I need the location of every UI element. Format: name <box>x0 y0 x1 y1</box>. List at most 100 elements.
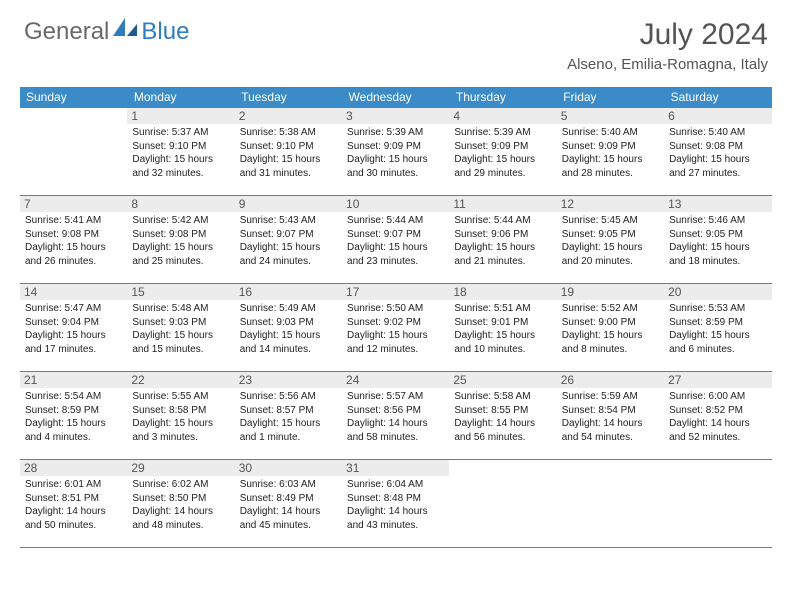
day-details: Sunrise: 5:40 AMSunset: 9:08 PMDaylight:… <box>669 126 766 180</box>
day-number: 9 <box>235 196 342 212</box>
logo-text-blue: Blue <box>141 18 189 46</box>
day-details: Sunrise: 5:59 AMSunset: 8:54 PMDaylight:… <box>562 390 659 444</box>
day-header: Thursday <box>449 87 556 108</box>
calendar-cell: 24Sunrise: 5:57 AMSunset: 8:56 PMDayligh… <box>342 372 449 460</box>
day-details: Sunrise: 5:58 AMSunset: 8:55 PMDaylight:… <box>454 390 551 444</box>
calendar-cell <box>20 108 127 196</box>
day-details: Sunrise: 5:43 AMSunset: 9:07 PMDaylight:… <box>240 214 337 268</box>
calendar-cell: 25 Sunrise: 5:58 AMSunset: 8:55 PMDayligh… <box>449 372 556 460</box>
calendar-cell: 6Sunrise: 5:40 AMSunset: 9:08 PMDaylight… <box>664 108 771 196</box>
calendar-cell: 3 Sunrise: 5:39 AMSunset: 9:09 PMDaylight… <box>342 108 449 196</box>
day-details: Sunrise: 5:56 AMSunset: 8:57 PMDaylight:… <box>240 390 337 444</box>
day-number: 21 <box>20 372 127 388</box>
day-details: Sunrise: 5:38 AMSunset: 9:10 PMDaylight:… <box>240 126 337 180</box>
calendar-cell: 14 Sunrise: 5:47 AMSunset: 9:04 PMDayligh… <box>20 284 127 372</box>
calendar-cell: 5Sunrise: 5:40 AMSunset: 9:09 PMDaylight… <box>557 108 664 196</box>
day-header: Wednesday <box>342 87 449 108</box>
day-header: Saturday <box>664 87 771 108</box>
calendar-cell: 22 Sunrise: 5:55 AMSunset: 8:58 PMDayligh… <box>127 372 234 460</box>
calendar-cell: 12 Sunrise: 5:45 AMSunset: 9:05 PMDayligh… <box>557 196 664 284</box>
day-number: 7 <box>20 196 127 212</box>
header: General Blue July 2024 Alseno, Emilia-Ro… <box>0 0 792 79</box>
day-details: Sunrise: 5:55 AMSunset: 8:58 PMDaylight:… <box>132 390 229 444</box>
day-details: Sunrise: 5:40 AMSunset: 9:09 PMDaylight:… <box>562 126 659 180</box>
calendar-table: SundayMondayTuesdayWednesdayThursdayFrid… <box>20 87 772 548</box>
calendar-cell: 21 Sunrise: 5:54 AMSunset: 8:59 PMDayligh… <box>20 372 127 460</box>
day-number: 10 <box>342 196 449 212</box>
day-number: 24 <box>342 372 449 388</box>
day-number: 22 <box>127 372 234 388</box>
calendar-cell: 30 Sunrise: 6:03 AMSunset: 8:49 PMDayligh… <box>235 460 342 548</box>
day-number: 25 <box>449 372 556 388</box>
calendar-cell: 7 Sunrise: 5:41 AMSunset: 9:08 PMDaylight… <box>20 196 127 284</box>
day-details: Sunrise: 6:01 AMSunset: 8:51 PMDaylight:… <box>25 478 122 532</box>
day-details: Sunrise: 6:00 AMSunset: 8:52 PMDaylight:… <box>669 390 766 444</box>
calendar-cell: 28 Sunrise: 6:01 AMSunset: 8:51 PMDayligh… <box>20 460 127 548</box>
logo: General Blue <box>24 18 189 46</box>
day-details: Sunrise: 5:49 AMSunset: 9:03 PMDaylight:… <box>240 302 337 356</box>
calendar-header-row: SundayMondayTuesdayWednesdayThursdayFrid… <box>20 87 772 108</box>
day-details: Sunrise: 5:44 AMSunset: 9:07 PMDaylight:… <box>347 214 444 268</box>
day-number: 28 <box>20 460 127 476</box>
location: Alseno, Emilia-Romagna, Italy <box>567 56 768 73</box>
calendar-week-row: 28 Sunrise: 6:01 AMSunset: 8:51 PMDayligh… <box>20 460 772 548</box>
day-number: 15 <box>127 284 234 300</box>
calendar-cell: 19 Sunrise: 5:52 AMSunset: 9:00 PMDayligh… <box>557 284 664 372</box>
day-number: 8 <box>127 196 234 212</box>
day-details: Sunrise: 6:02 AMSunset: 8:50 PMDaylight:… <box>132 478 229 532</box>
calendar-cell: 16Sunrise: 5:49 AMSunset: 9:03 PMDayligh… <box>235 284 342 372</box>
day-number: 31 <box>342 460 449 476</box>
day-header: Monday <box>127 87 234 108</box>
calendar-cell: 2 Sunrise: 5:38 AMSunset: 9:10 PMDaylight… <box>235 108 342 196</box>
day-details: Sunrise: 5:47 AMSunset: 9:04 PMDaylight:… <box>25 302 122 356</box>
day-number: 23 <box>235 372 342 388</box>
day-number: 30 <box>235 460 342 476</box>
day-number: 18 <box>449 284 556 300</box>
logo-text-general: General <box>24 18 109 46</box>
day-number: 29 <box>127 460 234 476</box>
day-header: Tuesday <box>235 87 342 108</box>
day-number: 3 <box>342 108 449 124</box>
logo-sail-icon <box>113 18 139 41</box>
calendar-cell: 27 Sunrise: 6:00 AMSunset: 8:52 PMDayligh… <box>664 372 771 460</box>
day-number: 13 <box>664 196 771 212</box>
day-details: Sunrise: 5:52 AMSunset: 9:00 PMDaylight:… <box>562 302 659 356</box>
day-header: Friday <box>557 87 664 108</box>
calendar-week-row: 7 Sunrise: 5:41 AMSunset: 9:08 PMDaylight… <box>20 196 772 284</box>
day-details: Sunrise: 6:04 AMSunset: 8:48 PMDaylight:… <box>347 478 444 532</box>
day-details: Sunrise: 5:39 AMSunset: 9:09 PMDaylight:… <box>347 126 444 180</box>
day-number: 14 <box>20 284 127 300</box>
calendar-cell: 23 Sunrise: 5:56 AMSunset: 8:57 PMDayligh… <box>235 372 342 460</box>
calendar-cell: 11Sunrise: 5:44 AMSunset: 9:06 PMDayligh… <box>449 196 556 284</box>
calendar-cell: 1Sunrise: 5:37 AMSunset: 9:10 PMDaylight… <box>127 108 234 196</box>
day-number: 19 <box>557 284 664 300</box>
day-details: Sunrise: 5:45 AMSunset: 9:05 PMDaylight:… <box>562 214 659 268</box>
day-number: 2 <box>235 108 342 124</box>
calendar-cell: 26Sunrise: 5:59 AMSunset: 8:54 PMDayligh… <box>557 372 664 460</box>
day-number: 17 <box>342 284 449 300</box>
calendar-cell: 10 Sunrise: 5:44 AMSunset: 9:07 PMDayligh… <box>342 196 449 284</box>
day-details: Sunrise: 5:54 AMSunset: 8:59 PMDaylight:… <box>25 390 122 444</box>
calendar-cell: 4 Sunrise: 5:39 AMSunset: 9:09 PMDaylight… <box>449 108 556 196</box>
day-details: Sunrise: 5:39 AMSunset: 9:09 PMDaylight:… <box>454 126 551 180</box>
day-number: 1 <box>127 108 234 124</box>
calendar-cell <box>664 460 771 548</box>
calendar-cell: 17 Sunrise: 5:50 AMSunset: 9:02 PMDayligh… <box>342 284 449 372</box>
day-details: Sunrise: 6:03 AMSunset: 8:49 PMDaylight:… <box>240 478 337 532</box>
day-details: Sunrise: 5:41 AMSunset: 9:08 PMDaylight:… <box>25 214 122 268</box>
day-number: 12 <box>557 196 664 212</box>
day-details: Sunrise: 5:51 AMSunset: 9:01 PMDaylight:… <box>454 302 551 356</box>
calendar-cell: 18 Sunrise: 5:51 AMSunset: 9:01 PMDayligh… <box>449 284 556 372</box>
calendar-cell: 31 Sunrise: 6:04 AMSunset: 8:48 PMDayligh… <box>342 460 449 548</box>
day-number: 27 <box>664 372 771 388</box>
day-number: 20 <box>664 284 771 300</box>
calendar-week-row: 1Sunrise: 5:37 AMSunset: 9:10 PMDaylight… <box>20 108 772 196</box>
month-title: July 2024 <box>567 18 768 52</box>
calendar-body: 1Sunrise: 5:37 AMSunset: 9:10 PMDaylight… <box>20 108 772 548</box>
day-number: 4 <box>449 108 556 124</box>
calendar-cell: 13Sunrise: 5:46 AMSunset: 9:05 PMDayligh… <box>664 196 771 284</box>
calendar-cell: 20Sunrise: 5:53 AMSunset: 8:59 PMDayligh… <box>664 284 771 372</box>
day-details: Sunrise: 5:50 AMSunset: 9:02 PMDaylight:… <box>347 302 444 356</box>
calendar-cell: 15Sunrise: 5:48 AMSunset: 9:03 PMDayligh… <box>127 284 234 372</box>
calendar-week-row: 21 Sunrise: 5:54 AMSunset: 8:59 PMDayligh… <box>20 372 772 460</box>
